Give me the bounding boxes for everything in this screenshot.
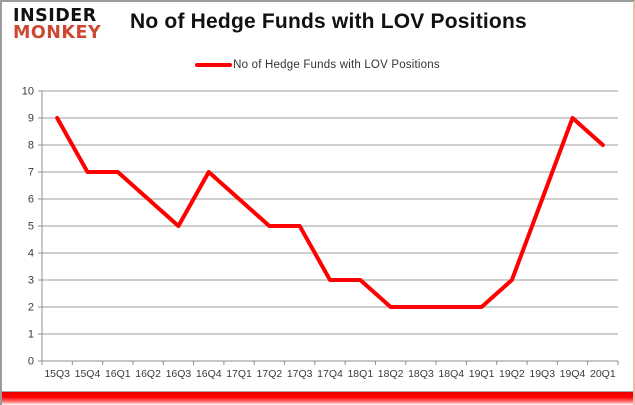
y-axis-label: 10: [22, 86, 34, 98]
y-axis-label: 6: [28, 194, 34, 206]
logo-line2: MONKEY: [13, 22, 102, 43]
insider-monkey-logo: INSIDER MONKEY: [13, 6, 102, 43]
x-axis-label: 19Q1: [469, 368, 495, 380]
x-axis-label: 18Q3: [408, 368, 434, 380]
x-axis-label: 15Q3: [44, 368, 70, 380]
y-axis-label: 0: [28, 356, 34, 368]
y-axis-label: 7: [28, 167, 34, 179]
x-axis-label: 18Q1: [347, 368, 373, 380]
chart-legend: No of Hedge Funds with LOV Positions: [2, 59, 633, 71]
x-axis-label: 17Q4: [317, 368, 343, 380]
x-axis-label: 19Q4: [560, 368, 586, 380]
x-axis-label: 17Q2: [257, 368, 283, 380]
x-axis-label: 20Q1: [590, 368, 616, 380]
y-axis-label: 8: [28, 140, 34, 152]
bottom-red-bar: [2, 391, 633, 405]
x-axis-label: 19Q2: [499, 368, 525, 380]
x-axis-label: 16Q2: [135, 368, 161, 380]
x-axis-label: 18Q4: [438, 368, 464, 380]
logo-line1: INSIDER: [13, 6, 97, 26]
y-axis-label: 1: [28, 329, 34, 341]
x-axis-label: 16Q4: [196, 368, 222, 380]
y-axis-label: 5: [28, 221, 34, 233]
y-axis-label: 3: [28, 275, 34, 287]
x-axis-label: 15Q4: [75, 368, 101, 380]
x-axis-label: 16Q3: [166, 368, 192, 380]
data-line: [55, 116, 605, 309]
y-axis-label: 4: [28, 248, 34, 260]
y-axis-label: 9: [28, 113, 34, 125]
x-axis-label: 18Q2: [378, 368, 404, 380]
legend-line-swatch: [195, 63, 233, 67]
chart-title: No of Hedge Funds with LOV Positions: [130, 10, 527, 33]
legend-label: No of Hedge Funds with LOV Positions: [233, 59, 440, 71]
x-axis-label: 16Q1: [105, 368, 131, 380]
x-axis-label: 17Q1: [226, 368, 252, 380]
x-axis-label: 17Q3: [287, 368, 313, 380]
x-axis-label: 19Q3: [529, 368, 555, 380]
y-axis-label: 2: [28, 302, 34, 314]
